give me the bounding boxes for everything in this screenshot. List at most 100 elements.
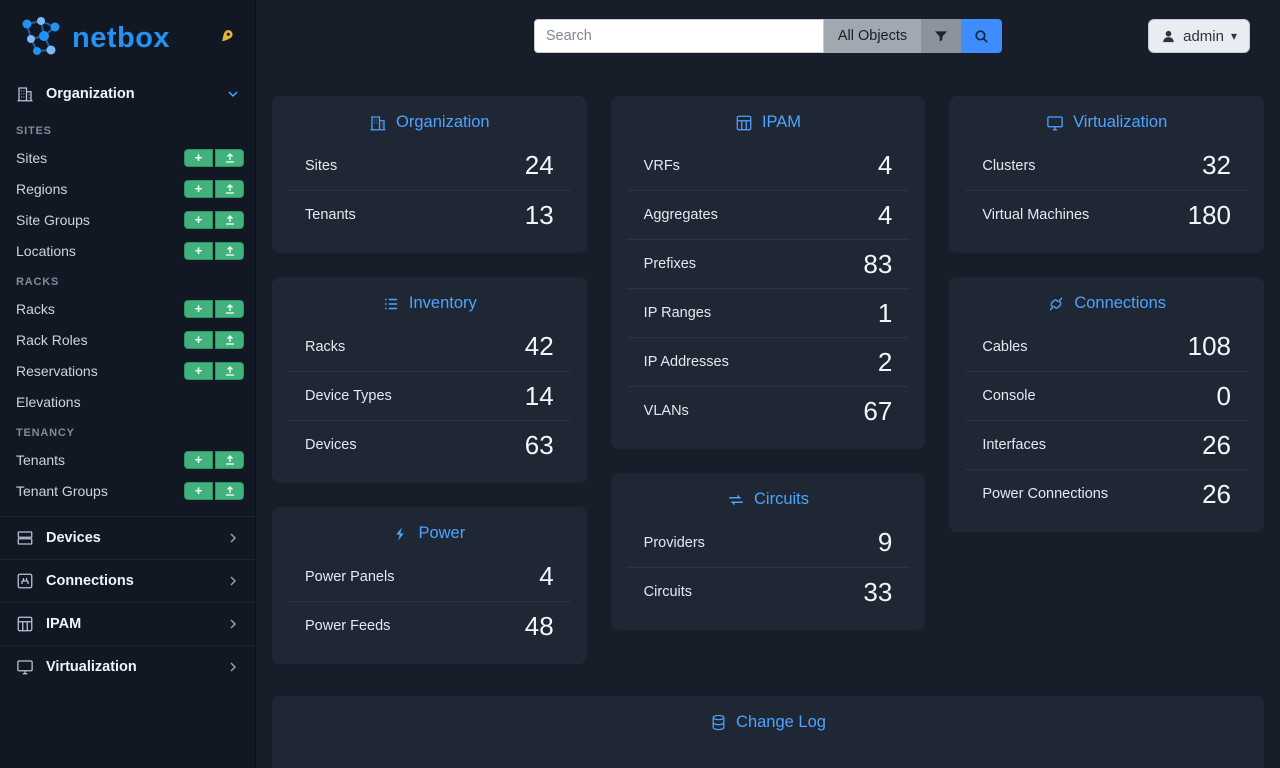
add-button[interactable]: + [184, 210, 213, 229]
sidebar-group-organization[interactable]: Organization [0, 73, 255, 115]
user-icon [1163, 30, 1174, 42]
sidebar-item-elevations[interactable]: Elevations [0, 386, 255, 417]
sidebar-group-label: Devices [46, 530, 101, 546]
sidebar-group-label: Virtualization [46, 659, 137, 675]
stat-value[interactable]: 24 [524, 150, 554, 180]
stat-value[interactable]: 4 [877, 199, 893, 230]
sidebar-item-regions[interactable]: Regions + [0, 173, 255, 204]
sidebar-group-ipam[interactable]: IPAM [0, 602, 255, 645]
add-button[interactable]: + [184, 481, 213, 500]
sidebar-item-racks[interactable]: Racks + [0, 293, 255, 324]
sidebar-item-site-groups[interactable]: Site Groups + [0, 204, 255, 235]
import-button[interactable] [215, 450, 244, 469]
stat-value[interactable]: 83 [863, 248, 893, 279]
stat-value[interactable]: 33 [863, 576, 893, 607]
add-button[interactable]: + [184, 299, 213, 318]
chevron-right-icon [225, 530, 241, 546]
stat-row: Circuits 33 [626, 567, 910, 616]
stat-value[interactable]: 13 [524, 199, 554, 230]
sidebar-item-sites[interactable]: Sites + [0, 142, 255, 173]
card-title-organization[interactable]: Organization [288, 96, 571, 141]
add-button[interactable]: + [184, 450, 213, 469]
card-title-power[interactable]: Power [288, 507, 571, 552]
sidebar-item-label[interactable]: Site Groups [16, 211, 90, 228]
stat-label: Racks [305, 338, 346, 355]
card-title-connections[interactable]: Connections [965, 277, 1248, 322]
card-title-inventory[interactable]: Inventory [288, 277, 571, 322]
import-button[interactable] [215, 481, 244, 500]
sidebar-item-label[interactable]: Racks [16, 300, 55, 317]
stat-row: Prefixes 83 [626, 239, 910, 288]
stat-value[interactable]: 32 [1202, 150, 1232, 180]
stat-row: Power Feeds 48 [288, 601, 571, 650]
add-button[interactable]: + [184, 241, 213, 260]
sidebar-item-label[interactable]: Tenant Groups [16, 482, 108, 499]
search-submit-button[interactable] [961, 19, 1003, 53]
import-button[interactable] [215, 361, 244, 380]
search-scope-button[interactable]: All Objects [823, 19, 922, 53]
filter-button[interactable] [921, 19, 962, 53]
stat-value[interactable]: 67 [863, 395, 893, 426]
netbox-logo[interactable]: netbox [18, 14, 170, 63]
stat-value[interactable]: 14 [524, 380, 554, 411]
user-menu-button[interactable]: admin ▾ [1148, 19, 1250, 53]
sidebar-item-label[interactable]: Elevations [16, 393, 81, 410]
chevron-right-icon [225, 659, 241, 675]
database-icon [710, 714, 727, 731]
stat-value[interactable]: 48 [524, 610, 554, 641]
sidebar-item-reservations[interactable]: Reservations + [0, 355, 255, 386]
card-title-circuits[interactable]: Circuits [627, 473, 910, 518]
sidebar-group-connections[interactable]: Connections [0, 559, 255, 602]
stat-label: Providers [643, 534, 705, 551]
stat-value[interactable]: 42 [524, 331, 554, 361]
import-button[interactable] [215, 148, 244, 167]
sidebar: netbox Organization SITES Sites + Region… [0, 0, 256, 768]
stat-value[interactable]: 180 [1187, 199, 1232, 230]
sidebar-item-label[interactable]: Tenants [16, 451, 66, 468]
add-button[interactable]: + [184, 148, 213, 167]
stat-row: VRFs 4 [627, 141, 910, 190]
import-button[interactable] [215, 210, 244, 229]
stat-value[interactable]: 0 [1216, 380, 1232, 411]
add-button[interactable]: + [184, 330, 213, 349]
import-button[interactable] [215, 241, 244, 260]
stat-row: Console 0 [965, 371, 1249, 420]
stat-value[interactable]: 108 [1187, 331, 1232, 361]
import-button[interactable] [215, 299, 244, 318]
sidebar-item-label[interactable]: Sites [16, 149, 48, 166]
stat-value[interactable]: 26 [1202, 429, 1232, 460]
pin-icon[interactable] [218, 28, 235, 50]
stat-value[interactable]: 4 [539, 561, 554, 591]
sidebar-item-label[interactable]: Regions [16, 180, 68, 197]
sidebar-item-label[interactable]: Reservations [16, 362, 98, 379]
search-input[interactable] [533, 19, 824, 53]
card-title-ipam[interactable]: IPAM [627, 96, 910, 141]
card-title-changelog[interactable]: Change Log [288, 696, 1248, 741]
sidebar-item-tenant-groups[interactable]: Tenant Groups + [0, 475, 255, 506]
sidebar-group-devices[interactable]: Devices [0, 516, 255, 559]
add-button[interactable]: + [184, 361, 213, 380]
stat-label: Sites [305, 157, 338, 174]
grid-icon [735, 114, 753, 132]
stat-value[interactable]: 63 [524, 429, 554, 460]
stat-value[interactable]: 1 [877, 297, 893, 328]
stat-label: Power Connections [982, 486, 1109, 502]
stat-value[interactable]: 26 [1202, 478, 1232, 509]
import-button[interactable] [215, 179, 244, 198]
sidebar-item-rack-roles[interactable]: Rack Roles + [0, 324, 255, 355]
add-button[interactable]: + [184, 179, 213, 198]
sidebar-item-label[interactable]: Locations [16, 242, 76, 259]
lightning-icon [393, 526, 409, 542]
import-button[interactable] [215, 330, 244, 349]
stat-row: Virtual Machines 180 [965, 190, 1249, 239]
netbox-wordmark: netbox [72, 22, 171, 54]
stat-value[interactable]: 4 [877, 150, 893, 180]
sidebar-item-tenants[interactable]: Tenants + [0, 444, 255, 475]
sidebar-item-label[interactable]: Rack Roles [16, 331, 88, 348]
stat-value[interactable]: 2 [877, 346, 893, 377]
stat-value[interactable]: 9 [877, 527, 893, 557]
sidebar-group-virtualization[interactable]: Virtualization [0, 645, 255, 688]
sidebar-item-locations[interactable]: Locations + [0, 235, 255, 266]
card-title-virtualization[interactable]: Virtualization [965, 96, 1248, 141]
search-bar: All Objects [533, 19, 1003, 53]
